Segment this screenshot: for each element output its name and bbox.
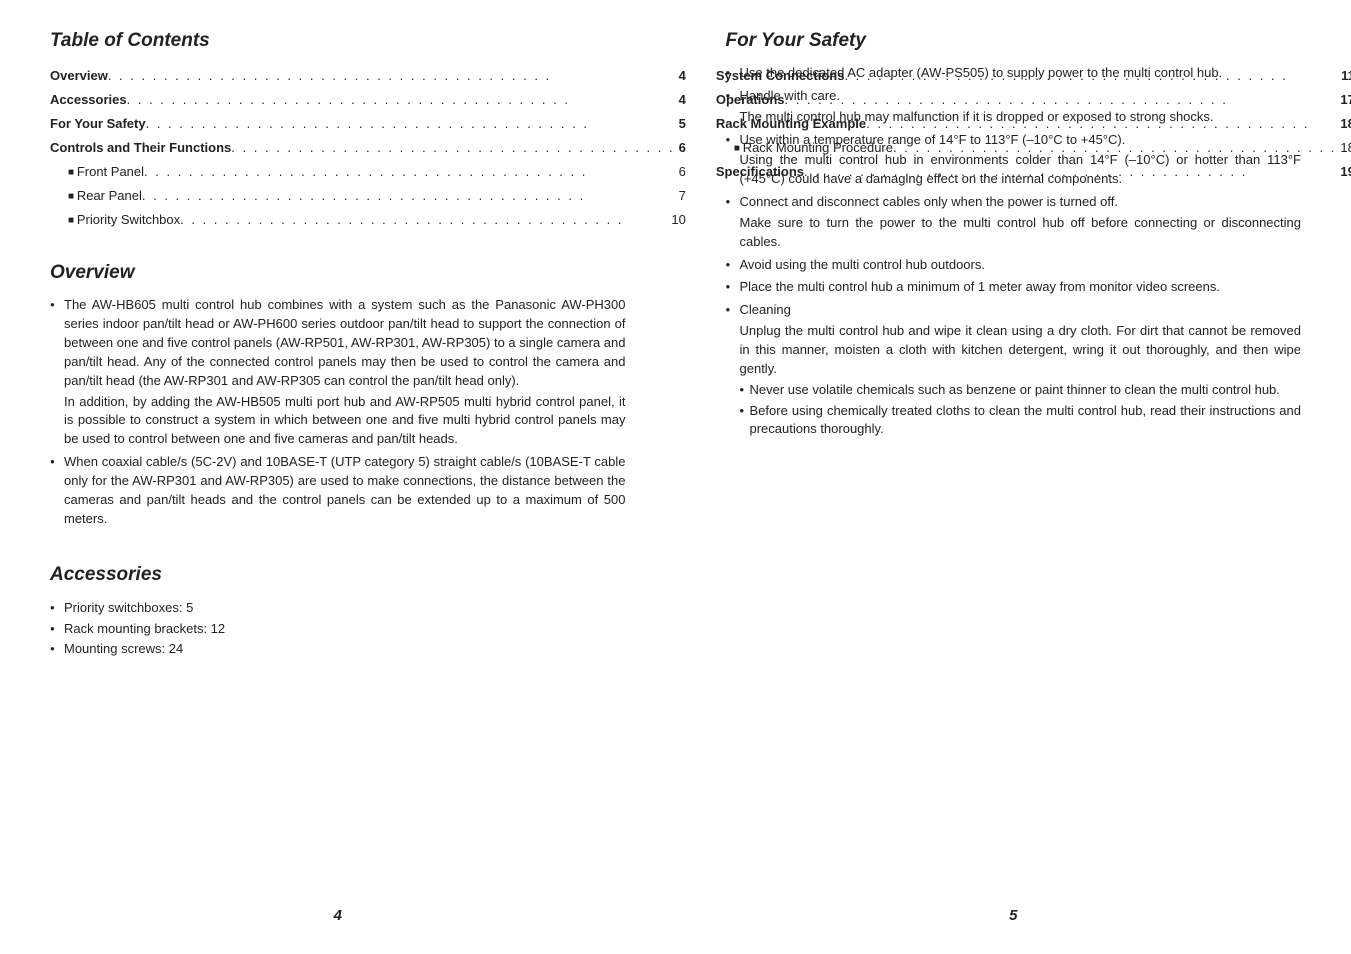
toc-label: Controls and Their Functions xyxy=(50,136,231,160)
toc-dots xyxy=(180,208,667,232)
accessories-title: Accessories xyxy=(50,564,626,586)
page-number-right: 5 xyxy=(726,907,1302,934)
accessories-list: Priority switchboxes: 5Rack mounting bra… xyxy=(50,598,626,658)
page-right: For Your Safety Use the dedicated AC ada… xyxy=(676,0,1351,954)
toc-row: For Your Safety5 xyxy=(50,112,686,136)
toc-label: For Your Safety xyxy=(50,112,146,136)
safety-paragraph: Connect and disconnect cables only when … xyxy=(740,193,1302,212)
overview-paragraph: In addition, by adding the AW-HB505 mult… xyxy=(64,393,626,450)
toc-row: Controls and Their Functions6 xyxy=(50,136,686,160)
toc-dots xyxy=(127,88,675,112)
toc-row: Rear Panel7 xyxy=(50,184,686,208)
safety-paragraph: Use within a temperature range of 14°F t… xyxy=(740,131,1302,150)
overview-paragraph: When coaxial cable/s (5C-2V) and 10BASE-… xyxy=(64,453,626,528)
safety-paragraph: Using the multi control hub in environme… xyxy=(740,151,1302,189)
safety-subitem: Never use volatile chemicals such as ben… xyxy=(740,381,1302,400)
toc-label: Rear Panel xyxy=(68,184,142,208)
safety-paragraph: Unplug the multi control hub and wipe it… xyxy=(740,322,1302,379)
toc-label: Priority Switchbox xyxy=(68,208,180,232)
safety-paragraph: Use the dedicated AC adapter (AW-PS505) … xyxy=(740,64,1302,83)
overview-list: The AW-HB605 multi control hub combines … xyxy=(50,296,626,528)
toc: Overview4Accessories4For Your Safety5Con… xyxy=(50,64,626,232)
page-left-content: Table of Contents Overview4Accessories4F… xyxy=(50,30,626,907)
overview-title: Overview xyxy=(50,262,626,284)
safety-paragraph: Cleaning xyxy=(740,301,1302,320)
overview-paragraph: The AW-HB605 multi control hub combines … xyxy=(64,296,626,390)
toc-row: Overview4 xyxy=(50,64,686,88)
spread: Table of Contents Overview4Accessories4F… xyxy=(0,0,1351,954)
safety-item: Place the multi control hub a minimum of… xyxy=(726,278,1302,297)
toc-dots xyxy=(231,136,674,160)
page-left: Table of Contents Overview4Accessories4F… xyxy=(0,0,676,954)
toc-label: Overview xyxy=(50,64,108,88)
toc-dots xyxy=(144,160,675,184)
safety-item: Handle with care. The multi control hub m… xyxy=(726,87,1302,127)
toc-dots xyxy=(108,64,675,88)
accessories-item: Priority switchboxes: 5 xyxy=(50,598,626,618)
toc-dots xyxy=(142,184,675,208)
toc-title: Table of Contents xyxy=(50,30,626,52)
toc-col-1: Overview4Accessories4For Your Safety5Con… xyxy=(50,64,686,232)
toc-label: Front Panel xyxy=(68,160,144,184)
toc-row: Front Panel6 xyxy=(50,160,686,184)
safety-list: Use the dedicated AC adapter (AW-PS505) … xyxy=(726,64,1302,439)
safety-item: Avoid using the multi control hub outdoo… xyxy=(726,256,1302,275)
page-right-content: For Your Safety Use the dedicated AC ada… xyxy=(726,30,1302,907)
safety-item: Connect and disconnect cables only when … xyxy=(726,193,1302,252)
safety-item: Use within a temperature range of 14°F t… xyxy=(726,131,1302,190)
toc-row: Accessories4 xyxy=(50,88,686,112)
safety-paragraph: The multi control hub may malfunction if… xyxy=(740,108,1302,127)
accessories-item: Mounting screws: 24 xyxy=(50,639,626,659)
safety-paragraph: Handle with care. xyxy=(740,87,1302,106)
overview-item: When coaxial cable/s (5C-2V) and 10BASE-… xyxy=(50,453,626,528)
safety-title: For Your Safety xyxy=(726,30,1302,52)
safety-item: Use the dedicated AC adapter (AW-PS505) … xyxy=(726,64,1302,83)
safety-paragraph: Make sure to turn the power to the multi… xyxy=(740,214,1302,252)
toc-row: Priority Switchbox10 xyxy=(50,208,686,232)
toc-dots xyxy=(146,112,675,136)
toc-label: Accessories xyxy=(50,88,127,112)
overview-item: The AW-HB605 multi control hub combines … xyxy=(50,296,626,449)
safety-paragraph: Place the multi control hub a minimum of… xyxy=(740,278,1302,297)
safety-subitem: Before using chemically treated cloths t… xyxy=(740,402,1302,440)
safety-item: Cleaning Unplug the multi control hub and… xyxy=(726,301,1302,439)
page-number-left: 4 xyxy=(50,907,626,934)
accessories-item: Rack mounting brackets: 12 xyxy=(50,619,626,639)
safety-paragraph: Avoid using the multi control hub outdoo… xyxy=(740,256,1302,275)
